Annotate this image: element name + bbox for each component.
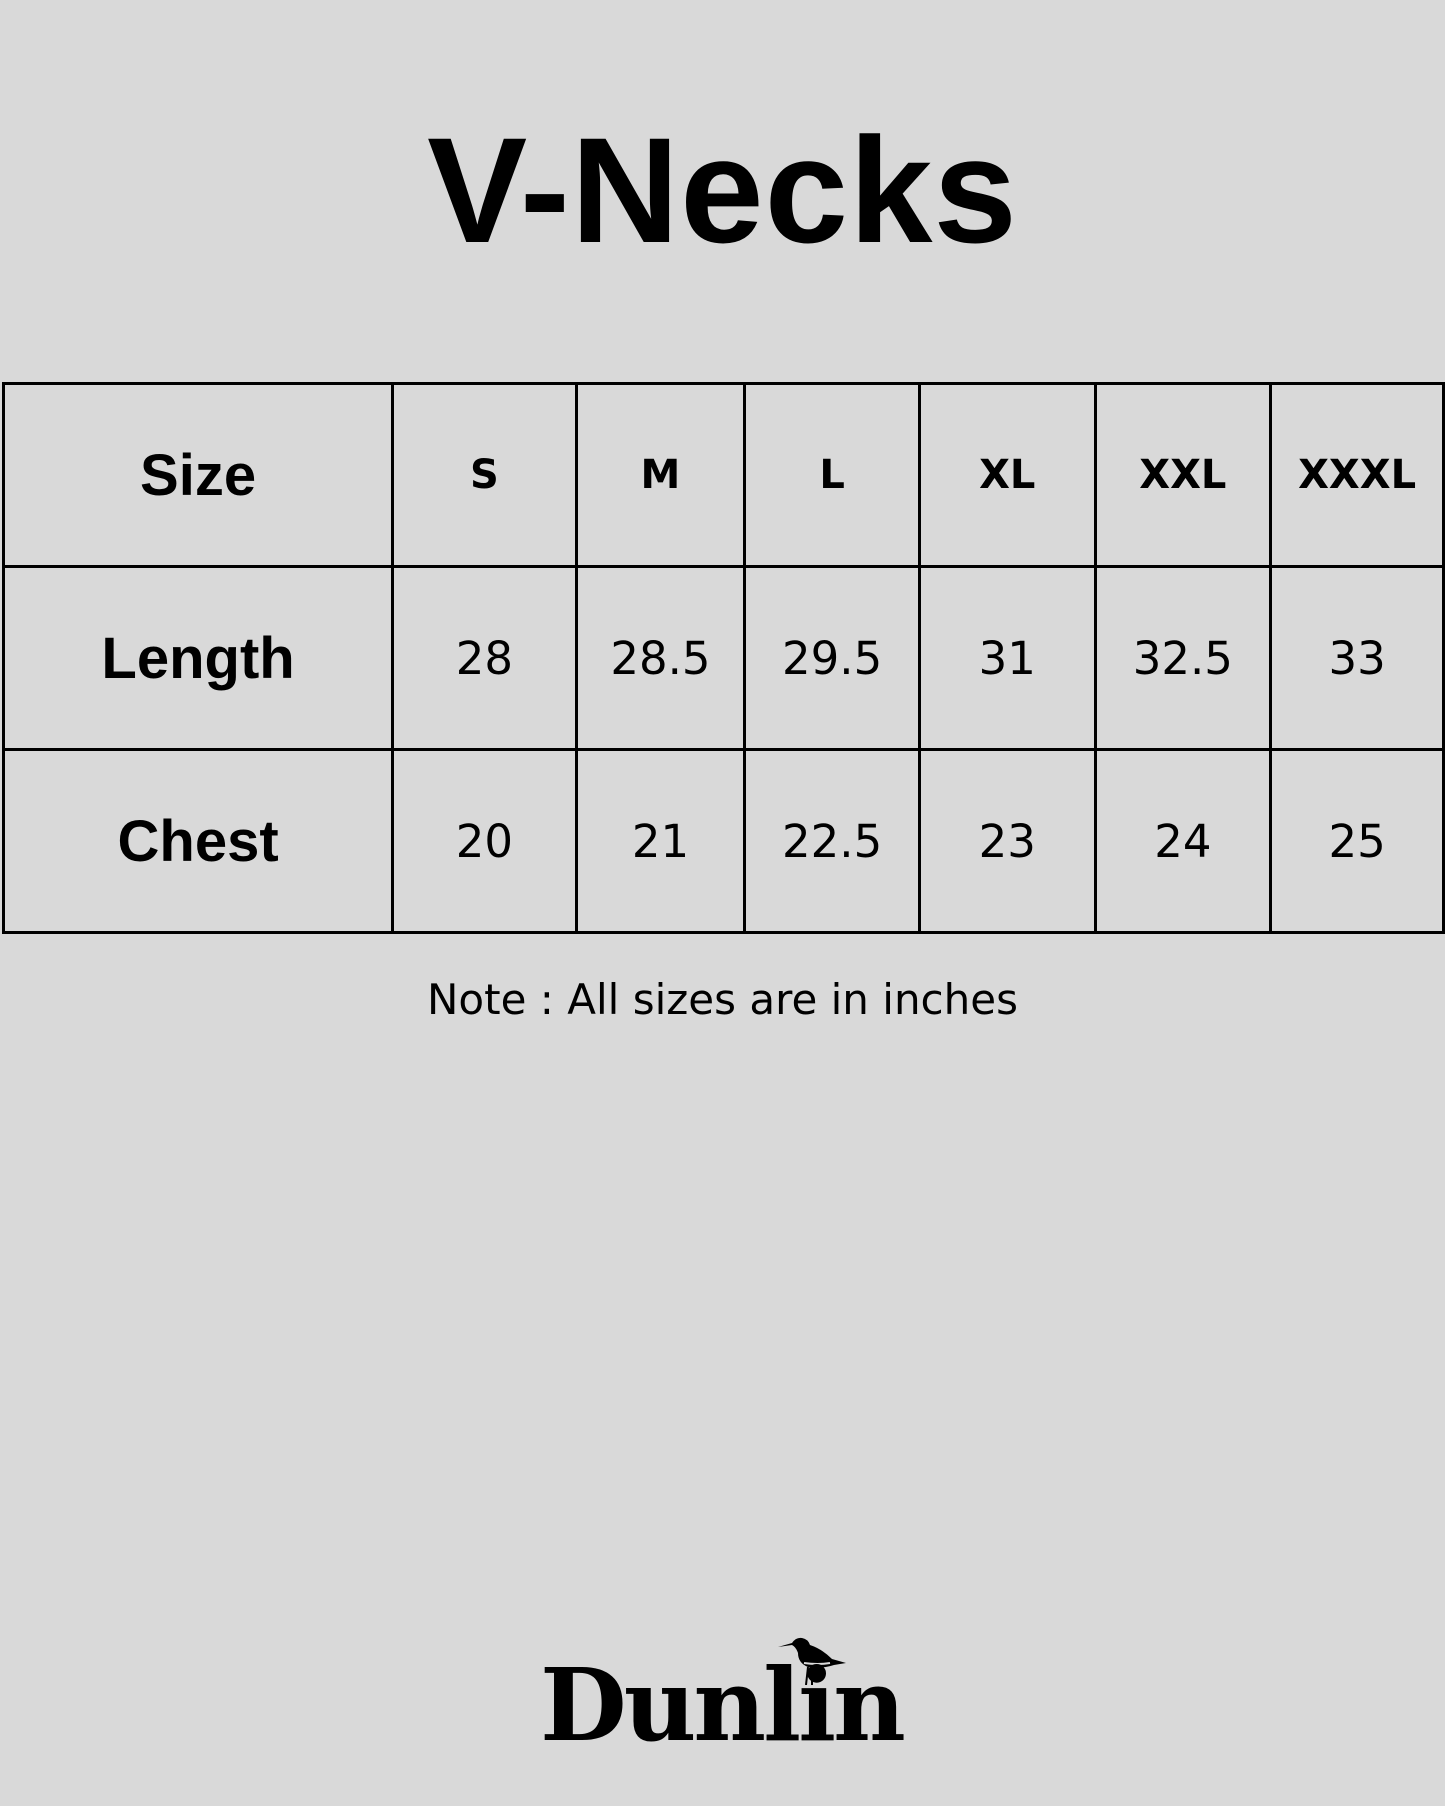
table-row: Chest 20 21 22.5 23 24 25	[1, 748, 1445, 934]
value-cell: 22.5	[743, 748, 921, 934]
page-title: V-Necks	[427, 106, 1018, 274]
value-cell: 32.5	[1093, 565, 1273, 751]
value-cell: 20	[391, 748, 578, 934]
table-header-row: Size S M L XL XXL XXXL	[1, 382, 1445, 568]
note-text: Note : All sizes are in inches	[427, 975, 1018, 1024]
size-cell: XL	[918, 382, 1097, 568]
size-chart-table: Size S M L XL XXL XXXL Length 28 28.5 29…	[1, 382, 1445, 934]
value-cell: 29.5	[743, 565, 921, 751]
value-cell: 25	[1269, 748, 1445, 934]
value-cell: 28	[391, 565, 578, 751]
value-cell: 21	[574, 748, 747, 934]
value-cell: 28.5	[574, 565, 747, 751]
size-cell: S	[391, 382, 578, 568]
value-cell: 23	[918, 748, 1097, 934]
value-cell: 33	[1269, 565, 1445, 751]
size-cell: XXXL	[1269, 382, 1445, 568]
logo-text: Dunlin	[540, 1646, 906, 1764]
size-cell: M	[574, 382, 747, 568]
header-label: Size	[1, 382, 395, 568]
value-cell: 31	[918, 565, 1097, 751]
brand-logo: Dunlin	[540, 1635, 906, 1755]
size-cell: L	[743, 382, 921, 568]
row-label: Chest	[1, 748, 395, 934]
value-cell: 24	[1093, 748, 1273, 934]
table-row: Length 28 28.5 29.5 31 32.5 33	[1, 565, 1445, 751]
bird-icon	[778, 1637, 846, 1685]
row-label: Length	[1, 565, 395, 751]
size-cell: XXL	[1093, 382, 1273, 568]
